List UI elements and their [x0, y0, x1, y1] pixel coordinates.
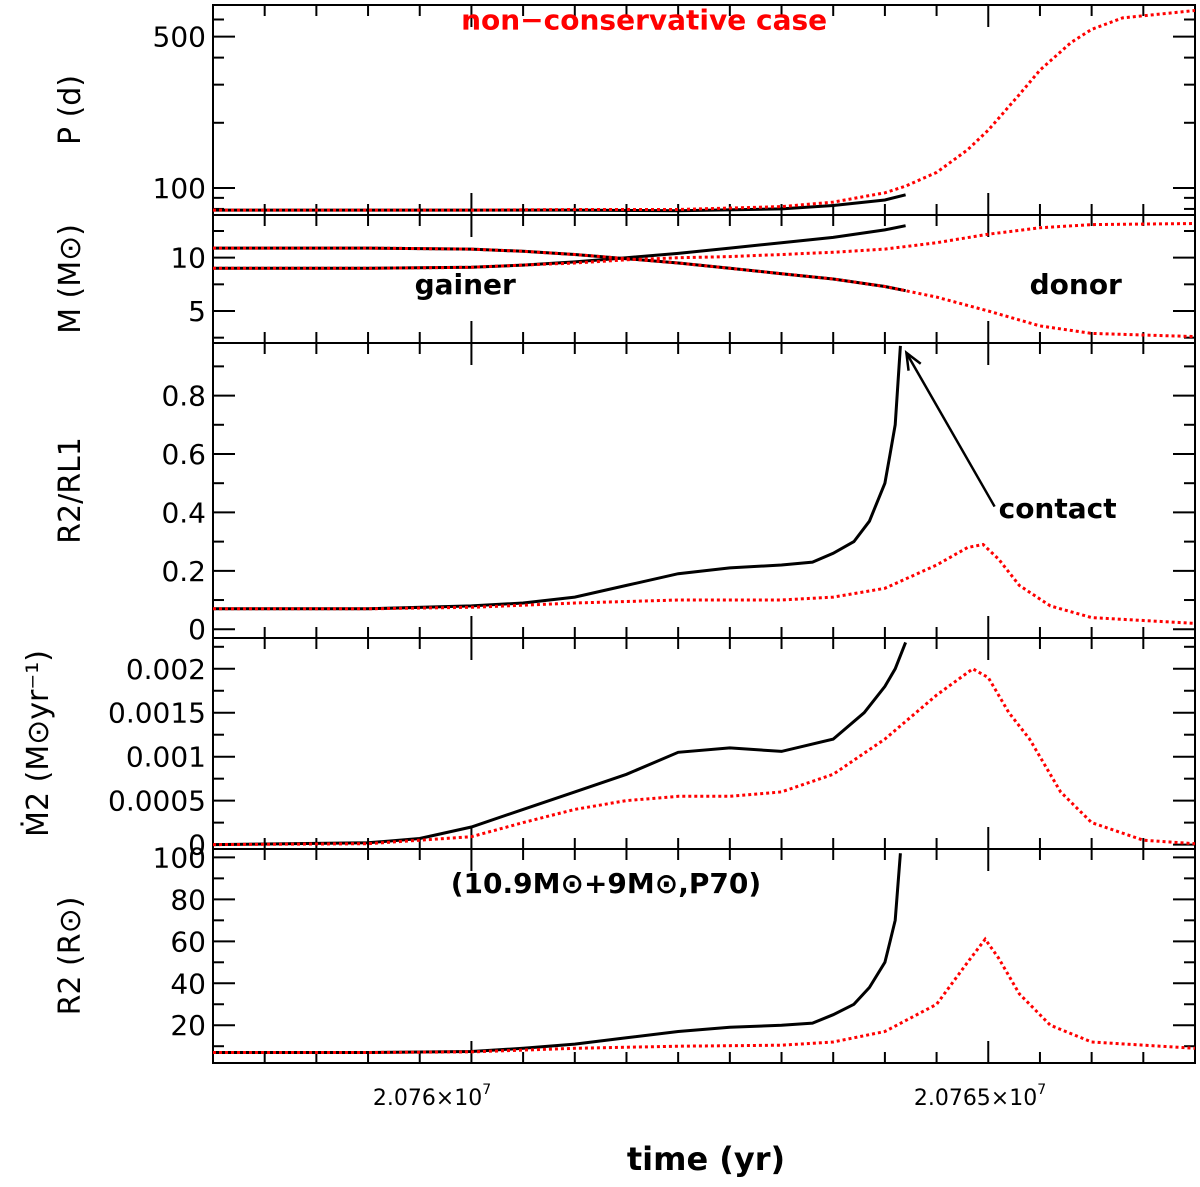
series-line-conservative — [213, 641, 907, 847]
y-axis-label-donor-radius: R2 (R⊙) — [53, 897, 88, 1016]
x-tick-label-2.0765e7: 2.0765×107 — [914, 1082, 1046, 1111]
series-line-conservative — [213, 345, 902, 611]
x-tick-exponent: 7 — [1037, 1082, 1046, 1098]
panels: 100 500 P (d) non−conservative case 5 10 M (M⊙… — [20, 3, 1196, 1064]
y-tick-label: 0.001 — [126, 741, 206, 774]
y-tick-label: 5 — [188, 295, 206, 328]
y-tick-label: 40 — [170, 967, 206, 1000]
y-tick-label: 0.4 — [161, 496, 206, 529]
series-line-non-conservative — [213, 667, 1195, 847]
x-axis: 2.076×107 2.0765×107 time (yr) — [373, 1082, 1046, 1178]
panel-frame-radius-ratio — [212, 342, 1196, 639]
x-axis-label: time (yr) — [627, 1140, 785, 1178]
y-tick-label: 0 — [188, 613, 206, 646]
y-tick-label: 0.8 — [161, 380, 206, 413]
y-tick-label: 0.002 — [126, 653, 206, 686]
y-axis-label-radius-ratio: R2/RL1 — [53, 437, 88, 544]
x-tick-mantissa: 2.0765×10 — [914, 1086, 1037, 1111]
annotation-donor: donor — [1030, 268, 1122, 301]
annotation-mmp: (10.9M⊙+9M⊙,P70) — [451, 867, 761, 900]
y-tick-label: 100 — [153, 841, 206, 874]
y-tick-label: 10 — [170, 242, 206, 275]
y-tick-label: 0.0005 — [108, 785, 206, 818]
y-axis-label-mass: M (M⊙) — [53, 224, 88, 334]
y-tick-label: 0.6 — [161, 438, 206, 471]
y-tick-label: 500 — [153, 21, 206, 54]
series-line-non-conservative — [213, 9, 1195, 212]
panel-frame-mass-loss-rate — [212, 637, 1196, 850]
series-line-non-conservative — [213, 542, 1195, 625]
y-tick-label: 100 — [153, 172, 206, 205]
series-line-conservative — [213, 853, 902, 1054]
annotation-gainer: gainer — [415, 268, 516, 301]
y-axis-label-mass-loss-rate: Ṁ2 (M⊙yr⁻¹) — [20, 650, 56, 837]
x-tick-mantissa: 2.076×10 — [373, 1086, 482, 1111]
y-tick-label: 0.2 — [161, 555, 206, 588]
x-tick-exponent: 7 — [482, 1082, 491, 1098]
y-tick-label: 20 — [170, 1009, 206, 1042]
y-tick-label: 60 — [170, 925, 206, 958]
y-axis-label-period: P (d) — [53, 75, 88, 145]
contact-arrow-head — [904, 350, 922, 371]
y-tick-label: 80 — [170, 883, 206, 916]
series-line-non-conservative — [213, 936, 1195, 1054]
series-line-gainer-non-conservative — [213, 222, 1195, 270]
y-tick-label: 0.0015 — [108, 697, 206, 730]
panel-frame-period — [212, 4, 1196, 216]
annotation-nonconservativecase: non−conservative case — [461, 3, 827, 36]
x-tick-label-2.076e7: 2.076×107 — [373, 1082, 491, 1111]
y-tick-label: 0 — [188, 829, 206, 862]
series-line-conservative — [213, 193, 906, 213]
panel-frame-donor-radius — [212, 848, 1196, 1064]
annotation-contact: contact — [999, 492, 1117, 525]
contact-arrow-shaft — [905, 352, 996, 508]
